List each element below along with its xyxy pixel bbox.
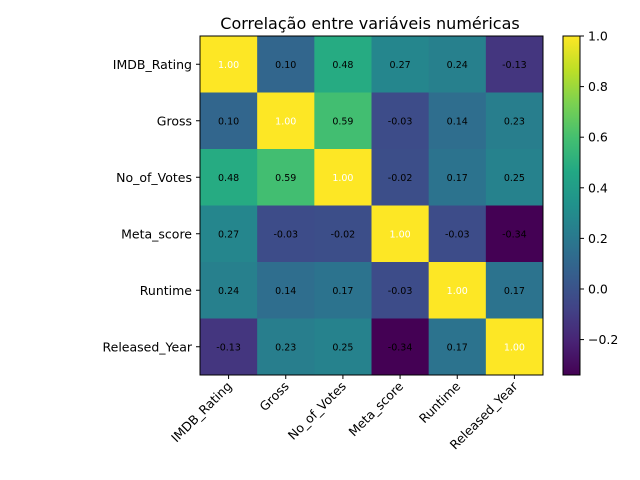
heatmap-cell-IMDB_Rating-Released_Year [485, 36, 544, 93]
cell-value-label: 0.10 [218, 116, 239, 127]
y-tick-label: Released_Year [103, 339, 193, 354]
cell-value-label: 1.00 [275, 116, 296, 127]
colorbar-tick-label: 0.2 [588, 231, 608, 246]
heatmap-cell-Meta_score-Released_Year [485, 205, 544, 263]
cell-value-label: 1.00 [390, 229, 411, 240]
heatmap-cell-Gross-Meta_score [371, 92, 430, 150]
heatmap-cell-Meta_score-Gross [257, 205, 315, 263]
cell-value-label: -0.34 [502, 229, 527, 240]
cell-value-label: 0.25 [332, 342, 353, 353]
heatmap-cell-Released_Year-Gross [257, 318, 315, 376]
heatmap-cell-Released_Year-IMDB_Rating [200, 318, 258, 376]
y-tick-label: Runtime [140, 283, 193, 298]
heatmap-cell-No_of_Votes-Meta_score [371, 149, 430, 206]
heatmap-cell-IMDB_Rating-IMDB_Rating [200, 36, 258, 93]
cell-value-label: -0.34 [388, 342, 413, 353]
plot-frame [199, 35, 544, 376]
heatmap-cell-Gross-Runtime [428, 92, 487, 150]
heatmap-cell-Runtime-Released_Year [485, 262, 544, 319]
colorbar-tick-label: 1.0 [588, 29, 608, 44]
cell-value-label: 0.23 [504, 116, 525, 127]
y-tick-label: Meta_score [121, 226, 192, 241]
cell-value-label: -0.03 [445, 229, 470, 240]
cell-value-label: 0.59 [332, 116, 353, 127]
cell-value-label: -0.03 [388, 286, 413, 297]
cell-value-label: 0.24 [218, 286, 239, 297]
heatmap-cell-Gross-Gross [257, 92, 315, 150]
cell-value-label: 1.00 [504, 342, 525, 353]
cell-value-label: 0.24 [447, 60, 468, 71]
heatmap-cell-IMDB_Rating-Meta_score [371, 36, 430, 93]
heatmap-cell-Gross-No_of_Votes [314, 92, 372, 150]
cell-value-label: -0.13 [502, 60, 527, 71]
heatmap-cell-Released_Year-Meta_score [371, 318, 430, 376]
cell-value-label: 0.27 [390, 60, 411, 71]
colorbar-tick-label: 0.4 [588, 180, 608, 195]
heatmap-cell-IMDB_Rating-Runtime [428, 36, 487, 93]
cell-value-label: 0.17 [504, 286, 525, 297]
colorbar-tick-label: 0.8 [588, 79, 608, 94]
colorbar-tick-label: 0.6 [588, 130, 608, 145]
heatmap-cell-No_of_Votes-Runtime [428, 149, 487, 206]
cell-value-label: -0.02 [331, 229, 356, 240]
x-tick-label: IMDB_Rating [168, 379, 235, 446]
cell-value-label: -0.13 [216, 342, 241, 353]
heatmap-cell-Meta_score-Runtime [428, 205, 487, 263]
cell-value-label: 0.17 [447, 173, 468, 184]
cell-value-label: -0.03 [273, 229, 298, 240]
cell-value-label: 0.14 [275, 286, 296, 297]
heatmap-cell-Meta_score-Meta_score [371, 205, 430, 263]
x-tick-label: No_of_Votes [285, 379, 349, 443]
heatmap-cell-IMDB_Rating-Gross [257, 36, 315, 93]
cell-value-label: 0.23 [275, 342, 296, 353]
heatmap-cell-Meta_score-IMDB_Rating [200, 205, 258, 263]
cell-value-label: 0.59 [275, 173, 296, 184]
y-axis: IMDB_Rating Gross No_of_Votes Meta_score Run… [103, 57, 200, 354]
cell-value-label: 0.17 [447, 342, 468, 353]
colorbar-gradient [562, 35, 581, 376]
x-tick-label: Runtime [416, 378, 464, 426]
heatmap-cell-Released_Year-No_of_Votes [314, 318, 372, 376]
y-tick-label: Gross [157, 113, 192, 128]
heatmap-cell-Released_Year-Runtime [428, 318, 487, 376]
heatmap-cell-Runtime-Gross [257, 262, 315, 319]
heatmap-cells: 1.00 0.10 0.48 0.27 0.24 -0.13 0.10 1.00 0.59 -0.… [200, 36, 544, 376]
chart-title: Correlação entre variáveis numéricas [220, 14, 519, 33]
cell-value-label: 1.00 [218, 60, 239, 71]
heatmap-cell-Runtime-Runtime [428, 262, 487, 319]
cell-value-label: 0.27 [218, 229, 239, 240]
colorbar: −0.2 0.0 0.2 0.4 0.6 0.8 1.0 [562, 29, 618, 376]
cell-value-label: 0.14 [447, 116, 468, 127]
cell-value-label: 0.10 [275, 60, 296, 71]
heatmap-cell-No_of_Votes-No_of_Votes [314, 149, 372, 206]
cell-value-label: -0.03 [388, 116, 413, 127]
heatmap-cell-Runtime-Meta_score [371, 262, 430, 319]
y-tick-label: No_of_Votes [116, 170, 192, 185]
cell-value-label: 0.48 [332, 60, 353, 71]
heatmap-cell-Gross-Released_Year [485, 92, 544, 150]
heatmap-cell-Runtime-IMDB_Rating [200, 262, 258, 319]
heatmap-cell-No_of_Votes-IMDB_Rating [200, 149, 258, 206]
cell-value-label: 0.17 [332, 286, 353, 297]
colorbar-tick-label: −0.2 [588, 332, 618, 347]
cell-value-label: 0.25 [504, 173, 525, 184]
colorbar-tick-label: 0.0 [588, 281, 608, 296]
heatmap-cell-No_of_Votes-Released_Year [485, 149, 544, 206]
heatmap-cell-Gross-IMDB_Rating [200, 92, 258, 150]
cell-value-label: -0.02 [388, 173, 413, 184]
y-tick-label: IMDB_Rating [113, 57, 192, 72]
heatmap-cell-Released_Year-Released_Year [485, 318, 544, 376]
heatmap-cell-Runtime-No_of_Votes [314, 262, 372, 319]
cell-value-label: 1.00 [447, 286, 468, 297]
heatmap-cell-Meta_score-No_of_Votes [314, 205, 372, 263]
heatmap-cell-IMDB_Rating-No_of_Votes [314, 36, 372, 93]
heatmap-cell-No_of_Votes-Gross [257, 149, 315, 206]
x-tick-label: Meta_score [345, 378, 406, 439]
cell-value-label: 1.00 [332, 173, 353, 184]
x-tick-label: Gross [256, 379, 292, 415]
cell-value-label: 0.48 [218, 173, 239, 184]
